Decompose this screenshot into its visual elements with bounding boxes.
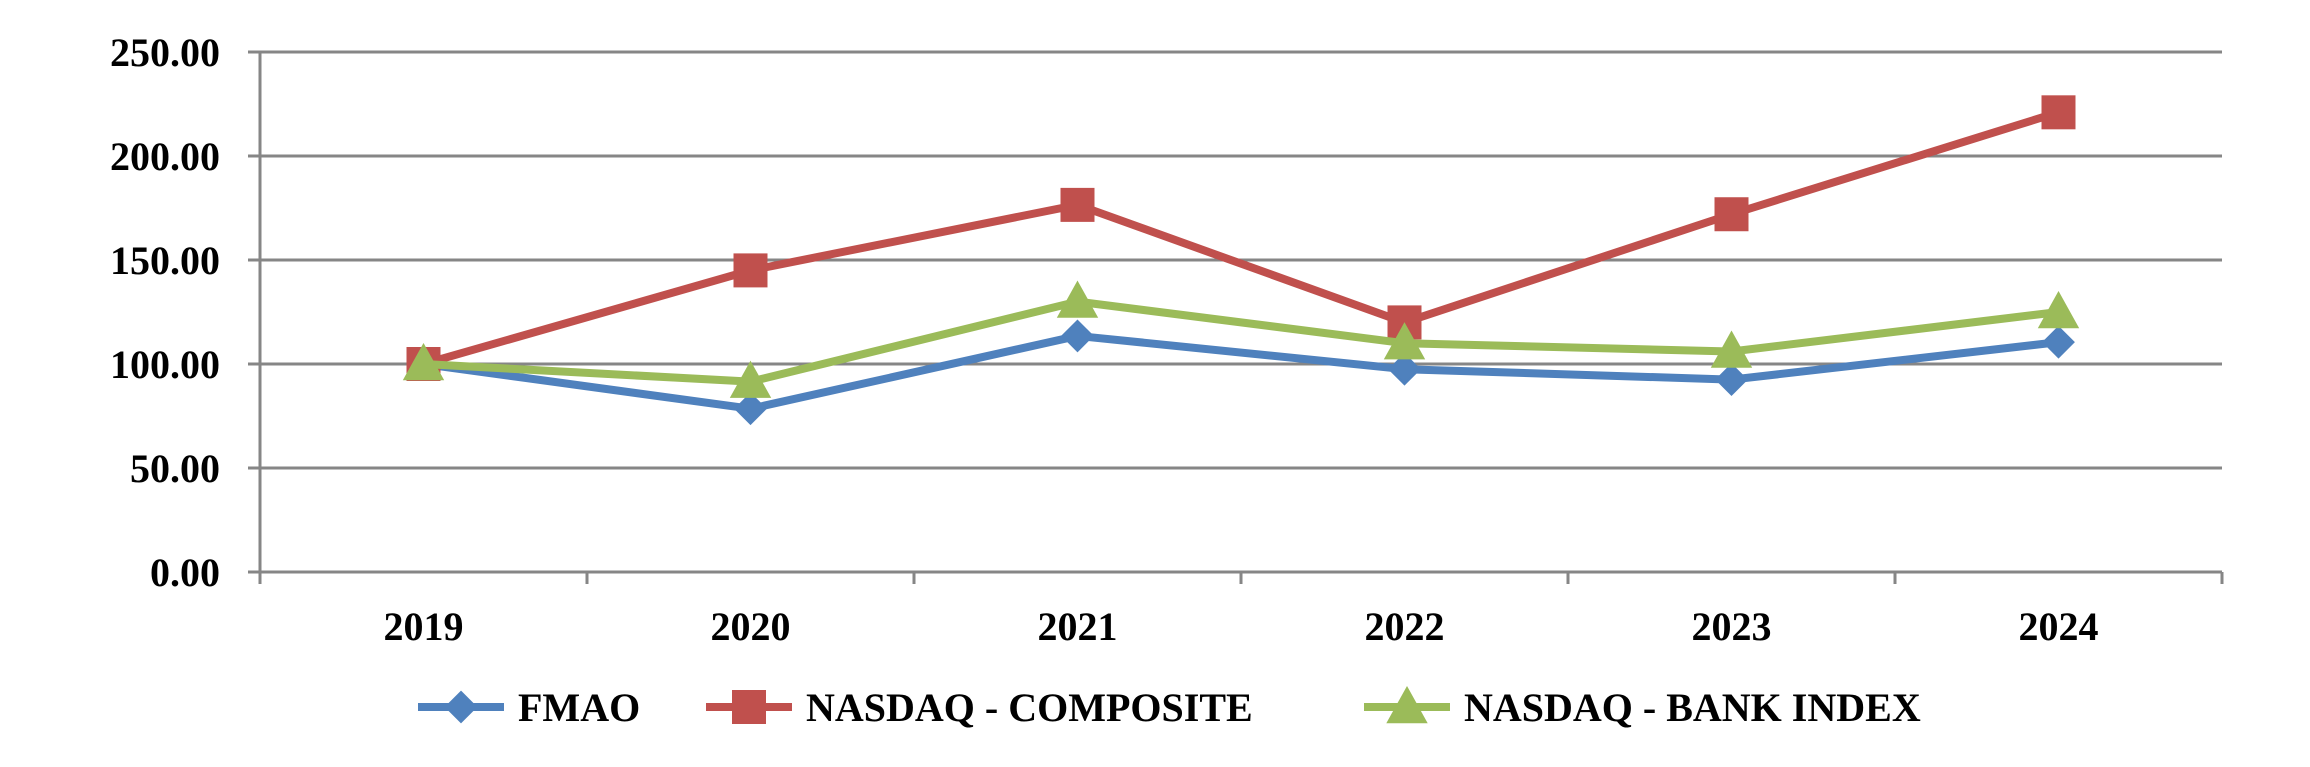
legend-item: NASDAQ - BANK INDEX — [1364, 685, 1921, 730]
series-0 — [407, 319, 2075, 426]
y-tick-label: 0.00 — [150, 550, 220, 595]
x-tick-label: 2022 — [1365, 604, 1445, 649]
y-axis-tick-labels: 0.00 50.00 100.00 150.00 200.00 250.00 — [110, 30, 220, 595]
y-tick-label: 150.00 — [110, 238, 220, 283]
series-line — [422, 331, 2059, 413]
series-2 — [402, 280, 2080, 398]
data-point — [1060, 187, 1095, 222]
legend-swatch-marker — [1386, 685, 1428, 724]
data-point — [402, 342, 445, 381]
legend-swatch-marker — [444, 690, 478, 724]
legend-swatch-marker — [732, 690, 766, 724]
legend-item: NASDAQ - COMPOSITE — [706, 685, 1253, 730]
series-lines — [402, 95, 2080, 426]
data-point — [2041, 95, 2076, 130]
data-point — [734, 392, 767, 426]
legend-label: FMAO — [518, 685, 640, 730]
x-tick-label: 2023 — [1692, 604, 1772, 649]
data-point — [729, 360, 772, 398]
data-point — [2037, 290, 2080, 329]
legend-label: NASDAQ - BANK INDEX — [1464, 685, 1921, 730]
x-tick-label: 2019 — [384, 604, 464, 649]
y-tick-label: 250.00 — [110, 30, 220, 75]
data-point — [1388, 352, 1421, 386]
data-point — [1714, 197, 1749, 232]
series-line — [422, 108, 2060, 368]
data-point — [1710, 330, 1753, 368]
y-tick-label: 200.00 — [110, 134, 220, 179]
series-line — [423, 297, 2059, 386]
data-point — [2042, 325, 2075, 359]
y-tick-label: 50.00 — [130, 446, 220, 491]
y-tick-label: 100.00 — [110, 342, 220, 387]
data-point — [1383, 322, 1426, 360]
x-tick-label: 2024 — [2019, 604, 2099, 649]
x-tick-label: 2021 — [1038, 604, 1118, 649]
legend-label: NASDAQ - COMPOSITE — [806, 685, 1253, 730]
legend-item: FMAO — [418, 685, 640, 730]
data-point — [733, 253, 768, 288]
data-point — [1715, 363, 1748, 397]
x-tick-label: 2020 — [711, 604, 791, 649]
x-axis-tick-labels: 2019 2020 2021 2022 2023 2024 — [384, 604, 2099, 649]
data-point — [1061, 319, 1094, 353]
legend: FMAO NASDAQ - COMPOSITE NASDAQ - BANK INDE… — [418, 685, 1921, 730]
data-point — [1056, 280, 1099, 318]
axes — [248, 50, 2224, 584]
